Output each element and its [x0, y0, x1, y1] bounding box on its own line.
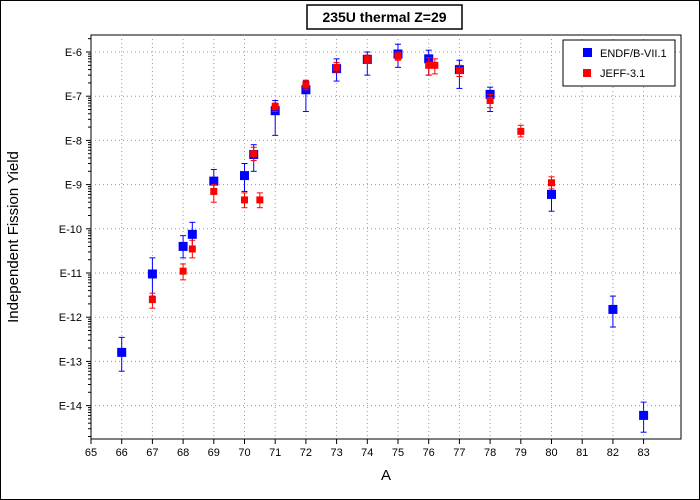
x-tick-label: 80 [545, 447, 557, 459]
x-tick-label: 67 [146, 447, 158, 459]
point-marker [117, 347, 127, 357]
axes: 65 66 67 68 69 70 71 72 73 74 75 76 77 78 79 80 81 82 83 E-… [59, 38, 650, 459]
point-marker [547, 189, 556, 199]
point-marker [178, 241, 188, 251]
data-point [178, 235, 188, 259]
point-marker [256, 196, 264, 204]
y-axis-title: Independent Fission Yield [5, 151, 22, 323]
y-tick-label: E-9 [65, 180, 82, 192]
y-tick-label: E-12 [59, 312, 82, 324]
y-tick-label: E-6 [65, 47, 82, 59]
point-marker [608, 304, 618, 314]
x-tick-label: 68 [177, 447, 189, 459]
x-axis-title: A [381, 467, 391, 484]
data-point [117, 336, 127, 372]
y-tick-label: E-14 [59, 401, 82, 413]
x-tick-label: 82 [607, 447, 619, 459]
data-point [302, 79, 310, 91]
point-marker [363, 55, 371, 63]
point-marker [302, 81, 310, 89]
title-box [306, 4, 463, 30]
point-marker [431, 61, 439, 69]
data-point [256, 192, 264, 209]
point-marker [333, 63, 341, 71]
data-point [363, 54, 371, 64]
plot-area [90, 34, 682, 440]
data-point [271, 102, 279, 113]
point-marker [486, 96, 494, 104]
y-tick-label: E-10 [59, 224, 82, 236]
x-tick-label: 77 [453, 447, 465, 459]
data-point [486, 93, 494, 109]
legend-box [562, 39, 676, 87]
data-point [250, 146, 258, 162]
data-point [425, 57, 433, 76]
point-marker [179, 267, 187, 275]
x-tick-label: 81 [576, 447, 588, 459]
data-point [517, 124, 525, 138]
x-tick-label: 74 [361, 447, 373, 459]
x-tick-label: 75 [392, 447, 404, 459]
x-tick-label: 83 [637, 447, 649, 459]
data-point [455, 64, 463, 77]
point-marker [250, 150, 258, 158]
point-marker [271, 103, 279, 111]
data-point [333, 61, 341, 73]
point-marker [240, 171, 249, 181]
legend: ENDF/B-VII.1 JEFF-3.1 [562, 39, 676, 87]
point-marker [188, 245, 196, 253]
point-marker [187, 229, 197, 239]
data-point [548, 176, 555, 190]
x-tick-label: 70 [238, 447, 250, 459]
point-marker [394, 52, 402, 60]
point-marker [210, 187, 218, 195]
legend-label-endf: ENDF/B-VII.1 [600, 48, 667, 60]
x-tick-label: 76 [423, 447, 435, 459]
x-tick-label: 73 [330, 447, 342, 459]
legend-swatch-endf [583, 48, 592, 57]
data-point [179, 263, 187, 281]
point-marker [425, 61, 433, 69]
legend-label-jeff: JEFF-3.1 [600, 68, 645, 80]
data-point [148, 292, 156, 309]
point-marker [548, 179, 555, 187]
x-tick-label: 65 [85, 447, 97, 459]
point-marker [209, 176, 219, 186]
point-marker [148, 296, 156, 304]
x-tick-label: 71 [269, 447, 281, 459]
point-marker [241, 196, 248, 204]
data-point [394, 51, 402, 61]
data-point [431, 58, 439, 75]
data-marks [117, 43, 649, 433]
x-tick-label: 79 [515, 447, 527, 459]
point-marker [455, 67, 463, 75]
point-marker [517, 127, 525, 135]
x-tick-label: 66 [116, 447, 128, 459]
data-point [241, 192, 248, 209]
x-tick-label: 72 [300, 447, 312, 459]
y-tick-label: E-8 [65, 135, 82, 147]
data-point [240, 163, 249, 192]
data-point [188, 239, 196, 259]
point-marker [147, 269, 157, 279]
y-tick-label: E-7 [65, 91, 82, 103]
chart-title: 235U thermal Z=29 [322, 9, 446, 25]
x-tick-label: 69 [208, 447, 220, 459]
legend-swatch-jeff [583, 69, 591, 77]
data-point [210, 184, 218, 203]
point-marker [639, 410, 649, 420]
y-tick-label: E-11 [60, 268, 82, 280]
x-tick-label: 78 [484, 447, 496, 459]
y-tick-label: E-13 [59, 356, 82, 368]
data-point [608, 295, 618, 328]
data-point [639, 401, 649, 433]
